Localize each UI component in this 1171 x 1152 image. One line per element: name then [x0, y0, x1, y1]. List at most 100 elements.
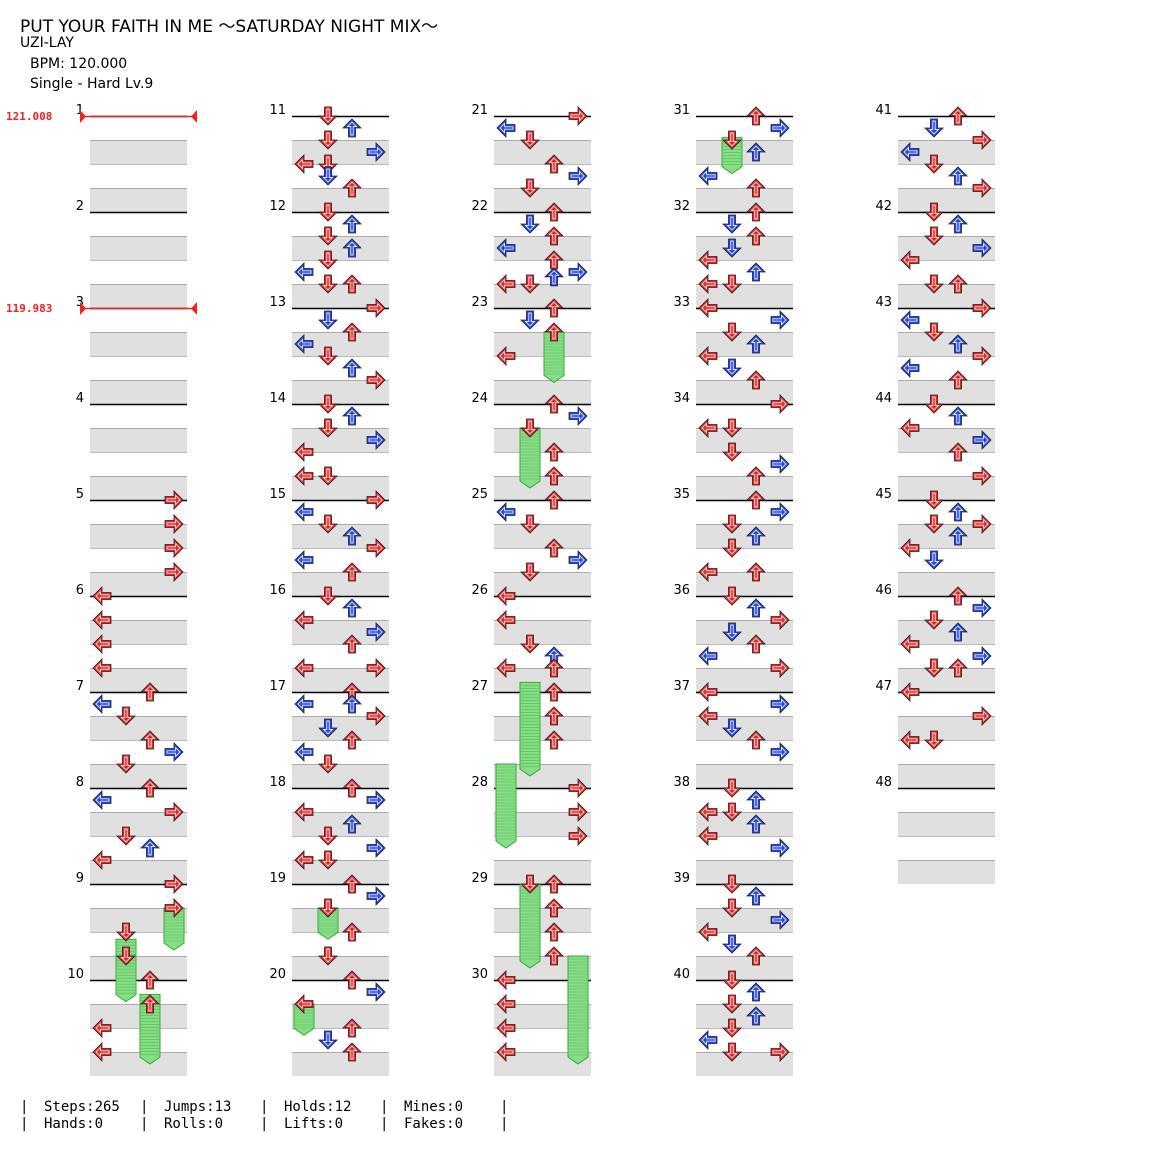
beat-band [292, 284, 389, 308]
arrow-right-icon [770, 310, 790, 330]
arrow-down-icon [318, 586, 338, 606]
hold-note [519, 681, 541, 777]
arrow-right-icon [366, 370, 386, 390]
measure-number: 22 [471, 199, 488, 214]
arrow-right-icon [164, 562, 184, 582]
hold-body [115, 938, 137, 1003]
measure-number: 41 [875, 103, 892, 118]
arrow-down-icon [520, 874, 540, 894]
measure-2: 2 [76, 199, 187, 308]
measure-21: 21 [471, 103, 591, 212]
arrow-left-icon [496, 238, 516, 258]
stat-divider: | | [380, 1099, 389, 1132]
beat-band [494, 284, 591, 308]
arrow-up-icon [746, 178, 766, 198]
arrow-up-icon [140, 682, 160, 702]
arrow-down-icon [924, 610, 944, 630]
beat-band [494, 572, 591, 596]
arrow-down-icon [318, 514, 338, 534]
arrow-left-icon [698, 298, 718, 318]
arrow-up-icon [544, 706, 564, 726]
measure-number: 32 [673, 199, 690, 214]
arrow-down-icon [520, 418, 540, 438]
measure-number: 18 [269, 775, 286, 790]
arrow-left-icon [294, 466, 314, 486]
arrow-left-icon [294, 442, 314, 462]
beat-band [696, 1052, 793, 1076]
arrow-left-icon [698, 562, 718, 582]
beat-band [90, 380, 187, 404]
beat-band [90, 668, 187, 692]
arrow-left-icon [900, 250, 920, 270]
arrow-down-icon [318, 226, 338, 246]
arrow-up-icon [746, 790, 766, 810]
arrow-right-icon [972, 130, 992, 150]
arrow-left-icon [92, 1042, 112, 1062]
measure-14: 14 [269, 391, 389, 500]
arrow-right-icon [366, 790, 386, 810]
stat-divider: | | [140, 1099, 149, 1132]
measure-36: 36 [673, 583, 793, 692]
arrow-up-icon [746, 370, 766, 390]
arrow-left-icon [900, 730, 920, 750]
beat-band [90, 284, 187, 308]
arrow-left-icon [294, 502, 314, 522]
arrow-up-icon [544, 267, 564, 287]
beat-band [292, 956, 389, 980]
beat-band [90, 1052, 187, 1076]
measure-46: 46 [875, 583, 995, 692]
beat-band [494, 620, 591, 644]
measure-47: 47 [875, 679, 995, 788]
measure-number: 23 [471, 295, 488, 310]
arrow-up-icon [746, 562, 766, 582]
arrow-up-icon [746, 142, 766, 162]
arrow-left-icon [294, 154, 314, 174]
arrow-up-icon [342, 970, 362, 990]
song-title: PUT YOUR FAITH IN ME ～SATURDAY NIGHT MIX… [20, 17, 439, 37]
arrow-down-icon [722, 214, 742, 234]
bpm-change-marker: 121.008 [6, 110, 197, 123]
arrow-down-icon [722, 718, 742, 738]
arrow-left-icon [698, 250, 718, 270]
beat-band [90, 428, 187, 452]
arrow-down-icon [318, 166, 338, 186]
arrow-down-icon [722, 934, 742, 954]
arrow-left-icon [92, 610, 112, 630]
arrow-up-icon [746, 106, 766, 126]
arrow-down-icon [318, 850, 338, 870]
bpm-change-marker: 119.983 [6, 302, 197, 315]
arrow-up-icon [746, 598, 766, 618]
measure-4: 4 [76, 391, 187, 500]
measure-number: 5 [76, 487, 84, 502]
measure-12: 12 [269, 199, 389, 308]
measure-number: 21 [471, 103, 488, 118]
arrow-down-icon [318, 898, 338, 918]
arrow-left-icon [92, 658, 112, 678]
measure-5: 5 [76, 487, 187, 596]
measure-44: 44 [875, 391, 995, 500]
measure-19: 19 [269, 871, 389, 980]
arrow-up-icon [948, 658, 968, 678]
arrow-down-icon [722, 274, 742, 294]
arrow-up-icon [544, 442, 564, 462]
arrow-down-icon [722, 238, 742, 258]
beat-band [90, 860, 187, 884]
arrow-up-icon [948, 502, 968, 522]
arrow-right-icon [972, 238, 992, 258]
arrow-down-icon [722, 322, 742, 342]
measure-number: 40 [673, 967, 690, 982]
arrow-right-icon [164, 742, 184, 762]
arrow-up-icon [342, 406, 362, 426]
bpm-change-tick [80, 110, 86, 123]
measure-32: 32 [673, 199, 793, 308]
beat-band [494, 716, 591, 740]
beat-band [292, 524, 389, 548]
arrow-right-icon [972, 598, 992, 618]
hold-note [519, 427, 541, 489]
arrow-up-icon [342, 814, 362, 834]
arrow-down-icon [318, 310, 338, 330]
arrow-left-icon [294, 334, 314, 354]
arrow-up-icon [544, 250, 564, 270]
arrow-up-icon [544, 466, 564, 486]
arrow-up-icon [544, 322, 564, 342]
